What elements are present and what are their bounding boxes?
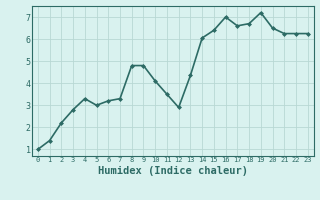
X-axis label: Humidex (Indice chaleur): Humidex (Indice chaleur) (98, 166, 248, 176)
